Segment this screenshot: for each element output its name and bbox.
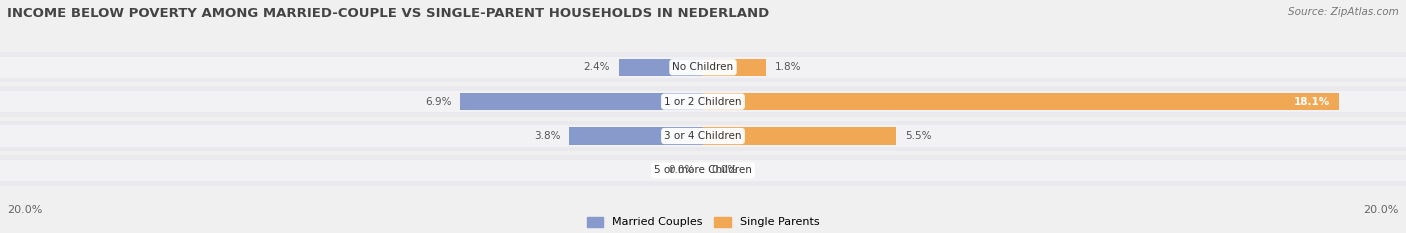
Bar [569,127,703,145]
Text: 5.5%: 5.5% [905,131,932,141]
Text: 20.0%: 20.0% [7,205,42,215]
Bar [0,121,1406,151]
Text: 18.1%: 18.1% [1294,97,1330,107]
Bar [0,57,1406,78]
Text: No Children: No Children [672,62,734,72]
Bar [0,86,1406,117]
Bar [619,59,703,76]
Text: 2.4%: 2.4% [583,62,610,72]
Text: 3 or 4 Children: 3 or 4 Children [664,131,742,141]
Text: 6.9%: 6.9% [425,97,451,107]
Text: 1 or 2 Children: 1 or 2 Children [664,97,742,107]
Text: 0.0%: 0.0% [711,165,738,175]
Bar [0,155,1406,185]
Text: 3.8%: 3.8% [534,131,561,141]
Text: 0.0%: 0.0% [668,165,695,175]
Text: 20.0%: 20.0% [1364,205,1399,215]
Text: 1.8%: 1.8% [775,62,801,72]
Bar [0,52,1406,82]
Bar [0,91,1406,112]
Text: Source: ZipAtlas.com: Source: ZipAtlas.com [1288,7,1399,17]
Text: 5 or more Children: 5 or more Children [654,165,752,175]
Legend: Married Couples, Single Parents: Married Couples, Single Parents [586,217,820,227]
Bar [703,127,897,145]
Bar [703,59,766,76]
Bar [0,125,1406,147]
Bar [703,93,1340,110]
Bar [461,93,703,110]
Bar [0,160,1406,181]
Text: INCOME BELOW POVERTY AMONG MARRIED-COUPLE VS SINGLE-PARENT HOUSEHOLDS IN NEDERLA: INCOME BELOW POVERTY AMONG MARRIED-COUPL… [7,7,769,20]
